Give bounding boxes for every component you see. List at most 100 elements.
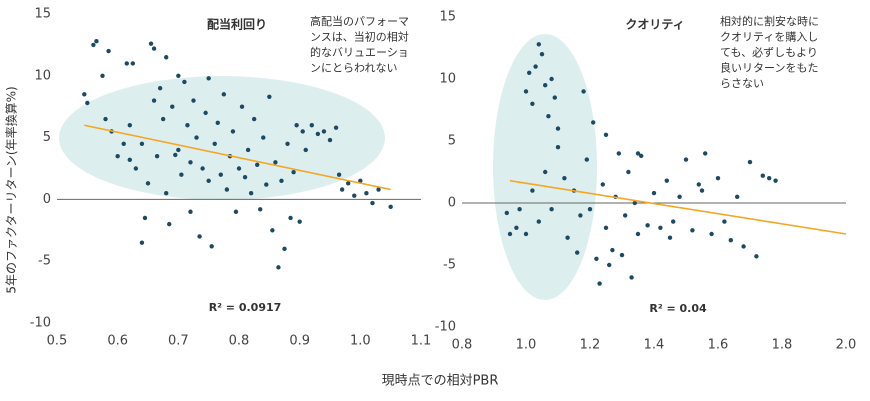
point [333,125,339,130]
point [664,178,669,183]
y-axis-label: 5年のファクターリターン(年率換算%) [4,86,19,293]
point [236,166,242,171]
point [327,137,333,143]
point [358,178,363,184]
point [591,120,596,125]
point [200,166,205,171]
point [696,182,701,187]
point [206,178,211,184]
point [300,129,305,134]
point [578,213,583,218]
point [106,48,111,54]
x-tick-label: 1.1 [411,334,432,349]
point [581,89,586,94]
point [709,231,714,237]
point [212,141,217,146]
y-tick-label: 5 [43,130,51,145]
point [587,207,593,212]
point [124,61,129,66]
point [248,191,254,196]
point [309,123,314,128]
point [514,225,519,230]
point [555,126,561,131]
point [364,191,369,196]
point [336,172,342,177]
point [722,219,727,224]
point [294,123,299,128]
point [251,116,257,122]
point [639,153,644,159]
point [164,191,169,196]
point [388,204,393,210]
r-squared: R² = 0.04 [649,302,707,315]
point [533,64,538,69]
point [209,244,214,249]
point [683,157,689,162]
point [735,194,740,199]
x-tick-label: 2.0 [836,338,857,353]
point [239,104,245,109]
point [584,157,589,162]
point [224,187,230,192]
point [139,141,145,146]
point [370,200,375,206]
point [635,231,641,237]
point [100,73,105,79]
point [194,135,199,140]
point [270,228,275,233]
point [276,265,281,270]
point [555,145,561,150]
point [536,42,541,47]
point [523,89,529,94]
point [549,207,554,212]
point [297,219,302,224]
annotation: 相対的に割安な時に [720,14,819,28]
point [197,234,202,239]
point [504,210,509,216]
point [530,188,535,193]
point [629,275,634,280]
trend-line [84,124,391,191]
x-tick-label: 1.4 [644,338,665,353]
point [546,114,551,119]
point [603,225,609,230]
point [754,254,759,259]
point [543,83,548,88]
x-tick-label: 0.7 [168,334,189,349]
point [127,157,132,163]
r-squared: R² = 0.0917 [209,301,282,314]
point [221,92,227,97]
point [303,147,308,153]
point [267,94,272,100]
x-tick-label: 0.5 [47,334,68,349]
point [188,209,193,214]
point [94,38,99,44]
point [376,187,381,192]
point [206,76,211,81]
point [291,170,296,175]
point [151,46,157,51]
x-tick-label: 0.6 [107,334,128,349]
highlight-region [59,76,385,200]
point [154,153,160,159]
annotation: 的なバリュエーショ [310,45,409,59]
point [536,219,541,224]
y-tick-label: 15 [439,10,456,25]
point [699,188,705,193]
point [667,235,673,240]
point [273,160,278,165]
point [352,193,357,198]
point [233,209,239,214]
trend-line [509,179,847,235]
point [167,221,172,227]
x-tick-label: 1.8 [772,338,793,353]
y-tick-label: -10 [435,320,456,335]
point [151,98,157,103]
y-tick-label: 0 [43,192,51,207]
x-axis-label: 現時点での相対PBR [382,374,499,389]
y-tick-label: -10 [30,316,51,331]
panel-title: クオリティ [625,18,684,32]
point [85,100,90,106]
point [215,120,220,125]
x-tick-label: 1.2 [580,338,601,353]
